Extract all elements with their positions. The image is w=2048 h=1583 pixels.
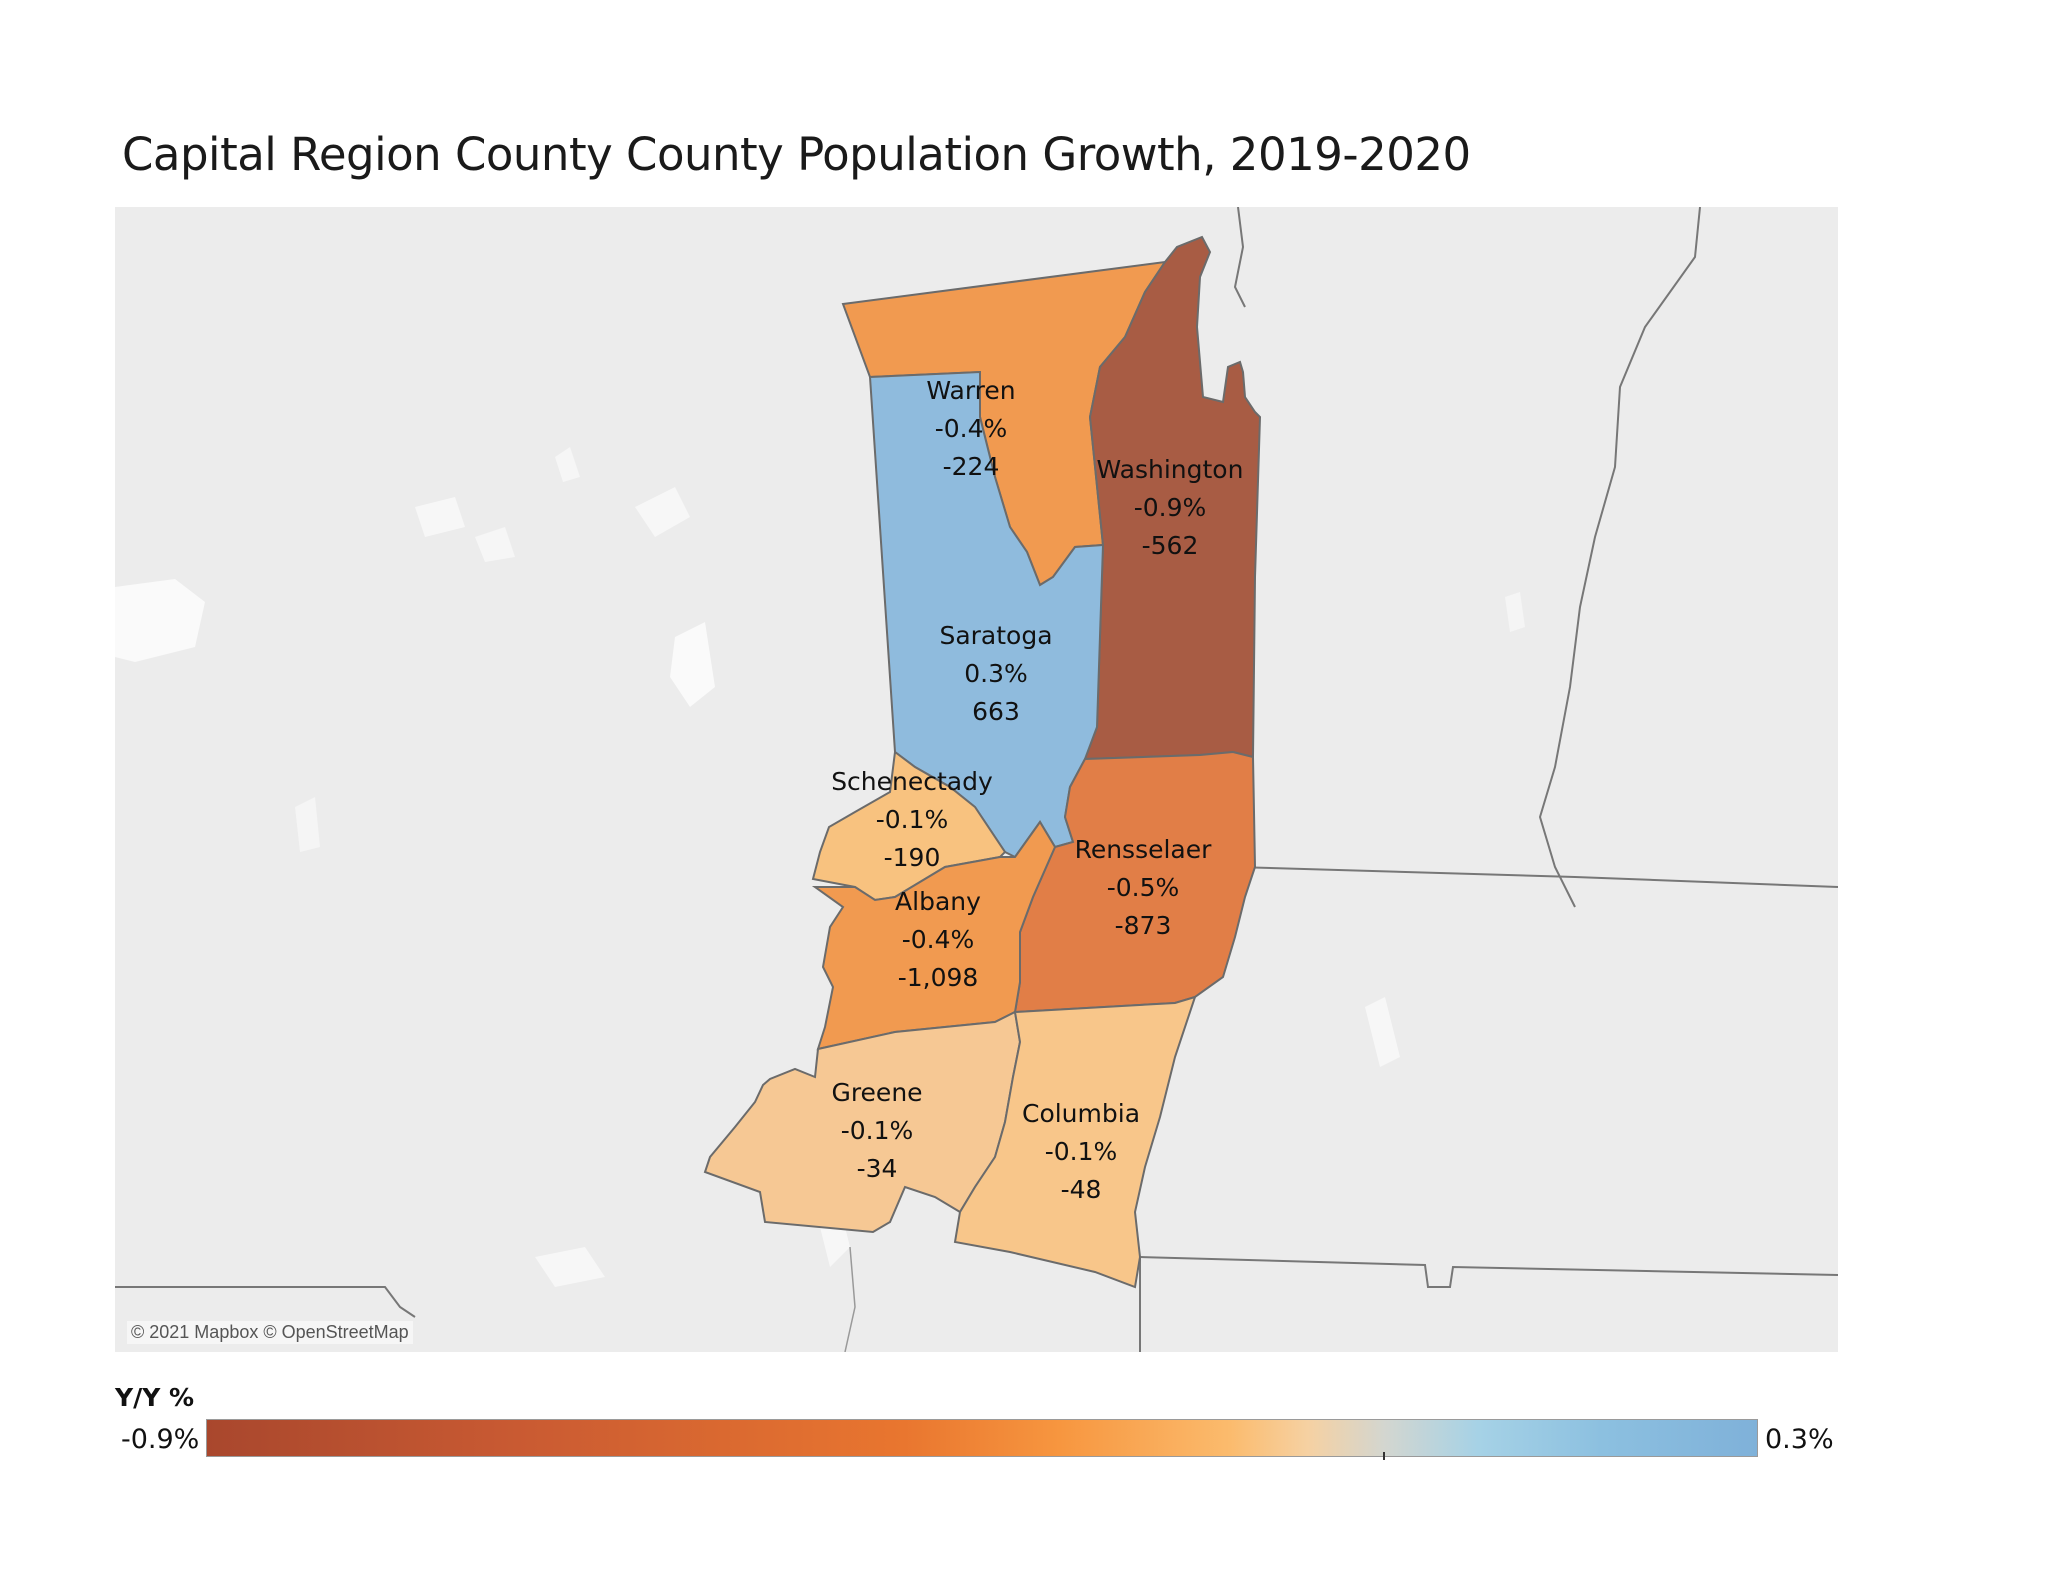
label-saratoga: Saratoga 0.3% 663 bbox=[939, 621, 1052, 726]
label-greene: Greene -0.1% -34 bbox=[831, 1078, 922, 1183]
label-rensselaer: Rensselaer -0.5% -873 bbox=[1075, 835, 1213, 940]
legend-zero-tick bbox=[1383, 1452, 1385, 1460]
county-washington[interactable] bbox=[1083, 235, 1262, 761]
county-labels: Warren -0.4% -224 Washington -0.9% -562 Sara… bbox=[831, 376, 1243, 1204]
map-canvas[interactable]: Warren -0.4% -224 Washington -0.9% -562 Sara… bbox=[115, 207, 1838, 1352]
county-columbia[interactable] bbox=[953, 995, 1197, 1289]
counties-layer bbox=[703, 235, 1262, 1289]
legend-max-label: 0.3% bbox=[1765, 1424, 1834, 1455]
label-washington: Washington -0.9% -562 bbox=[1097, 455, 1244, 560]
county-albany[interactable] bbox=[811, 820, 1057, 1051]
map-svg[interactable]: Warren -0.4% -224 Washington -0.9% -562 Sara… bbox=[115, 207, 1838, 1352]
map-title: Capital Region County County Population … bbox=[122, 128, 1471, 181]
legend-min-label: -0.9% bbox=[121, 1424, 200, 1455]
label-albany: Albany -0.4% -1,098 bbox=[895, 887, 981, 992]
label-schenectady: Schenectady -0.1% -190 bbox=[831, 767, 993, 872]
label-warren: Warren -0.4% -224 bbox=[926, 376, 1015, 481]
map-attribution[interactable]: © 2021 Mapbox © OpenStreetMap bbox=[127, 1321, 413, 1344]
label-columbia: Columbia -0.1% -48 bbox=[1022, 1099, 1140, 1204]
legend-title: Y/Y % bbox=[115, 1383, 195, 1412]
legend-color-ramp bbox=[206, 1419, 1758, 1457]
